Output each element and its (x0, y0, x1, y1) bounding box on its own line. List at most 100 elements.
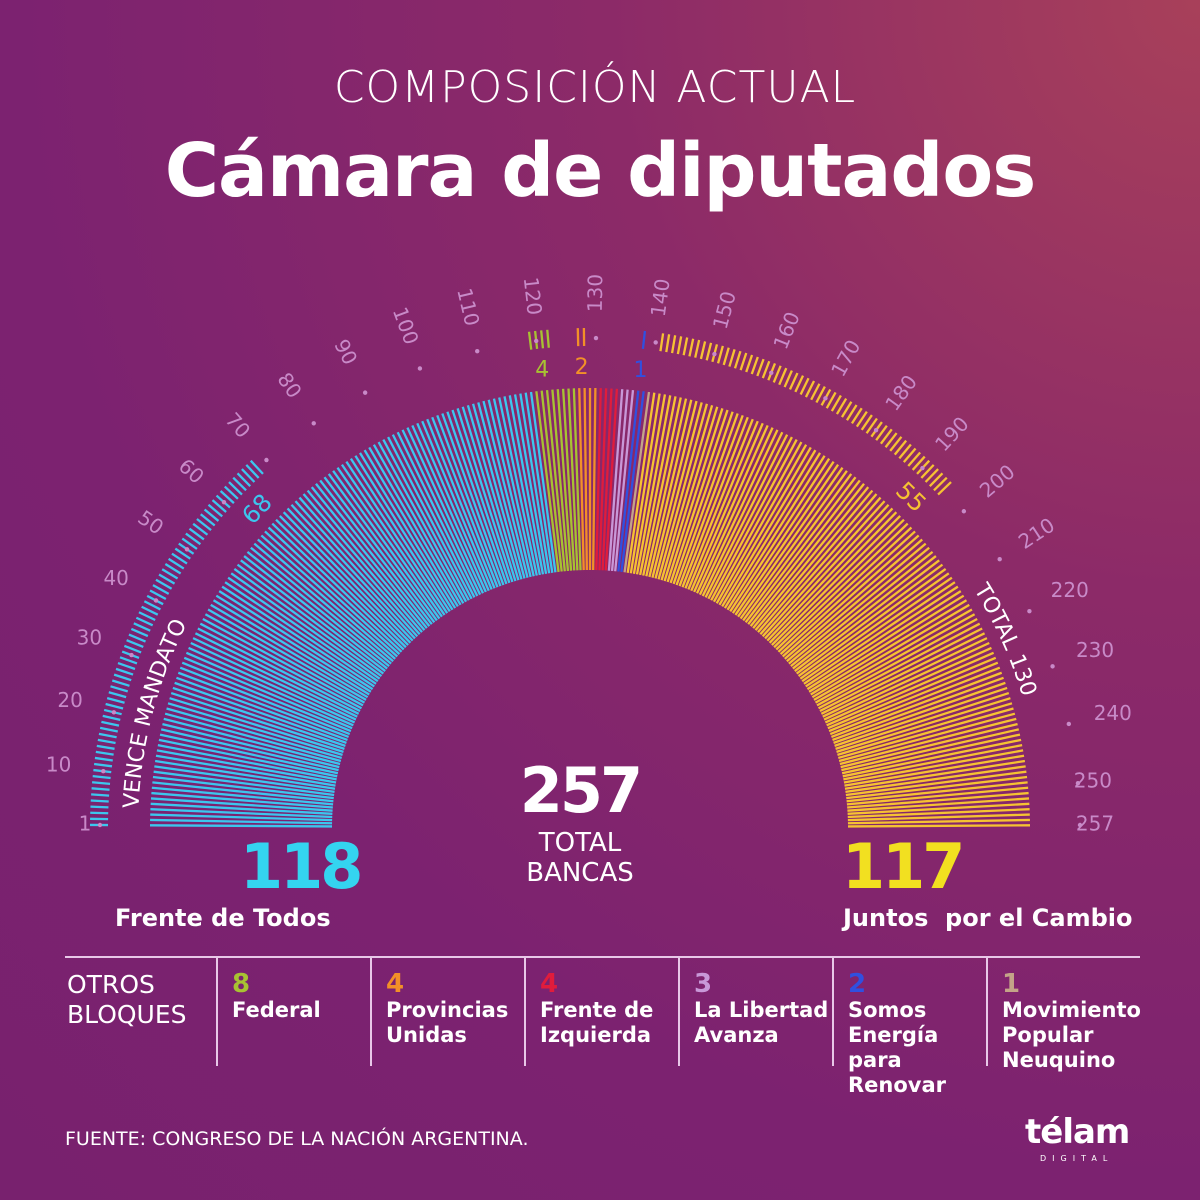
seat-mark (839, 717, 1017, 766)
seat-mark (315, 483, 431, 627)
seat-mark (784, 538, 923, 660)
expiring-seat-mark (879, 428, 893, 445)
seat-mark (610, 389, 629, 572)
seat-mark (545, 389, 566, 572)
other-block-count: 2 (848, 969, 867, 999)
seat-mark (601, 388, 613, 571)
seat-mark (761, 500, 886, 638)
expiring-seat-mark (825, 391, 837, 409)
tick-label: 30 (77, 626, 102, 650)
seat-mark (150, 824, 333, 828)
seat-mark (368, 446, 462, 606)
seat-mark (154, 759, 336, 790)
other-block-name: Somos Energía para Renovar (848, 998, 947, 1097)
seat-mark (847, 824, 1030, 828)
seat-mark (721, 449, 817, 608)
seat-mark (275, 518, 407, 649)
expiring-seat-mark (219, 490, 235, 505)
tick-label: 110 (452, 286, 484, 329)
expiring-seat-mark (937, 481, 952, 496)
seat-mark (167, 702, 343, 757)
seat-mark (183, 656, 353, 730)
seat-mark (508, 395, 545, 575)
seat-mark (847, 802, 1030, 815)
expiring-seat-mark (91, 781, 111, 786)
seat-mark (387, 436, 473, 600)
expiring-seat-mark (716, 345, 724, 364)
expiring-seat-mark (143, 600, 161, 611)
expiring-seat-mark (110, 685, 129, 693)
seat-mark (446, 411, 508, 585)
expiring-seat-mark (158, 573, 176, 585)
seat-mark (204, 613, 366, 704)
tick-dot (475, 348, 480, 354)
seat-mark (847, 791, 1029, 809)
expiring-seat-mark (750, 356, 759, 375)
expiring-seat-mark (933, 476, 948, 492)
seat-mark (152, 781, 334, 803)
seat-mark (645, 398, 688, 577)
seat-mark (672, 411, 734, 585)
tick-label: 20 (57, 688, 82, 712)
seat-mark (540, 390, 563, 572)
seat-mark (190, 641, 357, 721)
expiring-seat-mark (799, 377, 810, 395)
seat-mark (813, 608, 973, 701)
seat-mark (626, 392, 656, 573)
seat-mark (382, 439, 470, 601)
seat-mark (831, 671, 1003, 739)
seat-mark (642, 397, 682, 576)
fdt-seat-count: 118 (240, 830, 363, 903)
seat-mark (841, 733, 1021, 775)
expiring-seat-mark (788, 372, 799, 390)
seat-mark (298, 496, 421, 636)
seat-mark (240, 559, 386, 672)
seat-mark (737, 466, 844, 618)
seat-mark (253, 542, 394, 663)
other-block-name: Frente de Izquierda (540, 998, 654, 1047)
seat-mark (792, 555, 937, 670)
seat-mark (150, 797, 333, 812)
expiring-seat-mark (527, 331, 533, 350)
expiring-seat-mark (846, 404, 858, 421)
seat-mark (773, 518, 905, 649)
other-block-count: 1 (1002, 969, 1021, 999)
expiring-seat-mark (152, 584, 170, 595)
seat-mark (197, 627, 361, 713)
tick-label: 50 (134, 505, 169, 539)
seat-mark (744, 476, 857, 623)
tick-label: 190 (930, 412, 974, 456)
expiring-seat-mark (207, 503, 223, 518)
seat-mark (764, 503, 890, 640)
seat-mark (210, 603, 369, 699)
seat-mark (614, 389, 635, 572)
tick-label: 150 (708, 289, 741, 332)
expiring-seat-mark (783, 370, 793, 388)
expiring-count-label: 1 (634, 358, 648, 383)
seat-mark (170, 691, 345, 750)
expiring-seat-mark (115, 667, 134, 676)
seat-mark (604, 388, 619, 571)
seat-mark (302, 493, 423, 633)
seat-mark (199, 622, 363, 710)
seat-mark (654, 402, 703, 579)
seat-mark (163, 717, 341, 766)
tick-label: 240 (1094, 701, 1132, 725)
seat-mark (310, 486, 428, 629)
expiring-count-label: 68 (236, 488, 277, 529)
seat-mark (416, 422, 490, 592)
seat-mark (620, 391, 645, 573)
seat-mark (236, 563, 385, 675)
seat-mark (513, 394, 548, 574)
expiring-seat-mark (92, 774, 111, 780)
expiring-seat-mark (907, 451, 922, 467)
tick-label: 120 (519, 276, 547, 317)
seat-mark (151, 786, 334, 806)
seat-mark (267, 526, 403, 653)
tick-dot (1050, 664, 1055, 669)
tick-dot (997, 557, 1002, 562)
expiring-seat-mark (761, 360, 771, 379)
expiring-seat-mark (699, 341, 707, 360)
tick-label: 60 (174, 454, 209, 489)
seat-mark (411, 424, 487, 593)
